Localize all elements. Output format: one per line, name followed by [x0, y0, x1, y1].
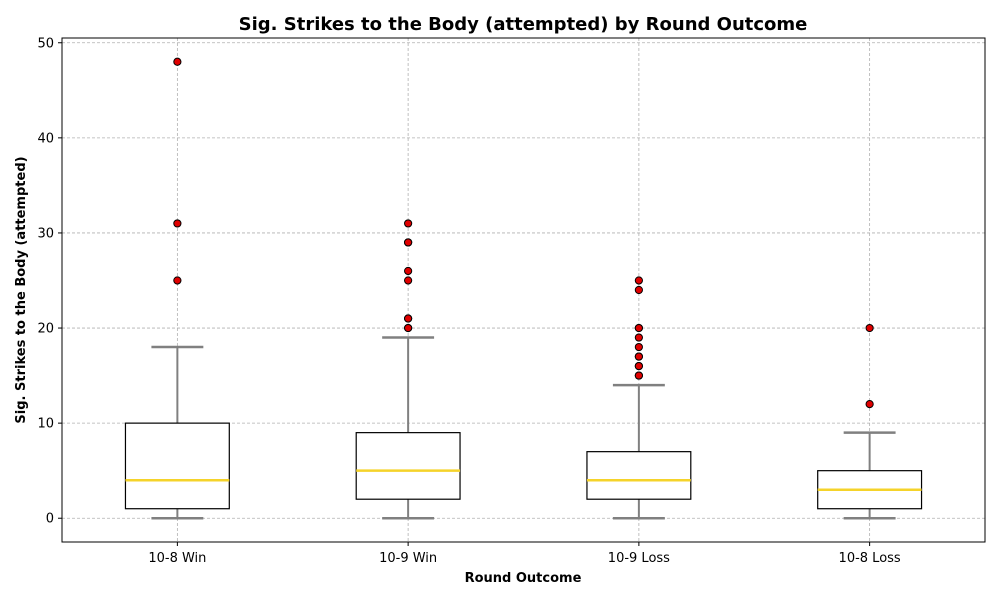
- outlier-point: [634, 323, 643, 333]
- box-layer: [124, 57, 923, 520]
- outlier-point: [404, 323, 413, 333]
- iqr-box: [586, 451, 692, 500]
- outlier-point: [404, 219, 413, 228]
- chart-title: Sig. Strikes to the Body (attempted) by …: [239, 14, 808, 35]
- y-tick-label: 40: [37, 131, 54, 146]
- box-group: [355, 219, 461, 520]
- box-group: [817, 323, 923, 520]
- outlier-point: [404, 276, 413, 285]
- y-tick-label: 50: [37, 36, 54, 51]
- y-tick-label: 30: [37, 226, 54, 241]
- outlier-point: [634, 342, 643, 352]
- x-axis-label: Round Outcome: [465, 571, 582, 586]
- x-tick-label: 10-9 Loss: [608, 551, 670, 566]
- y-tick-label: 10: [37, 417, 54, 432]
- outlier-point: [404, 266, 413, 276]
- x-tick-label: 10-8 Loss: [839, 551, 901, 566]
- outlier-point: [173, 219, 182, 228]
- outlier-point: [634, 333, 643, 342]
- outlier-point: [634, 361, 643, 371]
- box-group: [124, 57, 230, 520]
- x-tick-label: 10-8 Win: [148, 551, 206, 566]
- outlier-point: [173, 57, 182, 66]
- axis-layer: 0 10 20 30 40 50 10-8 Win 10-9 Win 10-9 Loss 10-8…: [37, 36, 900, 566]
- x-tick-label: 10-9 Win: [379, 551, 437, 566]
- y-axis-label: Sig. Strikes to the Body (attempted): [14, 156, 29, 423]
- iqr-box: [124, 422, 230, 510]
- box-group: [586, 276, 692, 520]
- outlier-point: [865, 400, 874, 409]
- outlier-point: [865, 323, 874, 333]
- outlier-point: [634, 352, 643, 361]
- outlier-point: [634, 285, 643, 295]
- outlier-point: [173, 276, 182, 285]
- plot-frame: [61, 37, 986, 543]
- y-tick-label: 20: [37, 322, 54, 337]
- iqr-box: [355, 432, 461, 500]
- y-tick-label: 0: [46, 512, 54, 527]
- outlier-point: [634, 276, 643, 285]
- outlier-point: [404, 314, 413, 323]
- outlier-point: [634, 371, 643, 380]
- outlier-point: [404, 238, 413, 247]
